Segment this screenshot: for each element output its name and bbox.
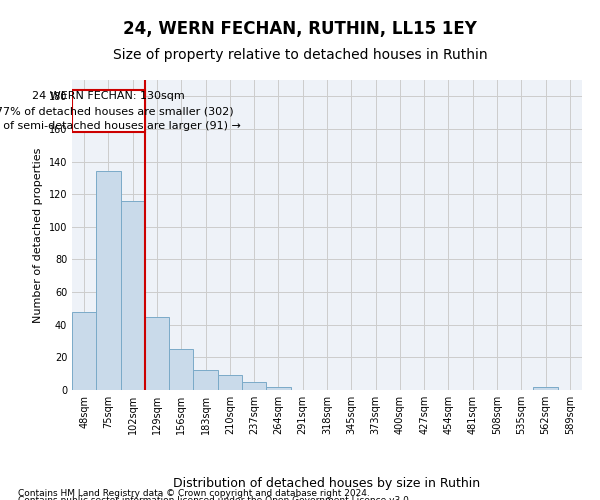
Bar	[242, 382, 266, 390]
Text: Contains HM Land Registry data © Crown copyright and database right 2024.: Contains HM Land Registry data © Crown c…	[18, 488, 370, 498]
Bar	[169, 349, 193, 390]
Bar	[72, 90, 145, 132]
Bar	[96, 172, 121, 390]
Text: 24, WERN FECHAN, RUTHIN, LL15 1EY: 24, WERN FECHAN, RUTHIN, LL15 1EY	[123, 20, 477, 38]
Text: Contains public sector information licensed under the Open Government Licence v3: Contains public sector information licen…	[18, 496, 412, 500]
Bar	[145, 316, 169, 390]
Bar	[72, 312, 96, 390]
Text: Distribution of detached houses by size in Ruthin: Distribution of detached houses by size …	[173, 477, 481, 490]
Bar	[266, 386, 290, 390]
Text: 24 WERN FECHAN: 130sqm
← 77% of detached houses are smaller (302)
23% of semi-de: 24 WERN FECHAN: 130sqm ← 77% of detached…	[0, 91, 241, 131]
Bar	[533, 386, 558, 390]
Bar	[193, 370, 218, 390]
Bar	[121, 200, 145, 390]
Bar	[218, 376, 242, 390]
Y-axis label: Number of detached properties: Number of detached properties	[33, 148, 43, 322]
Text: Size of property relative to detached houses in Ruthin: Size of property relative to detached ho…	[113, 48, 487, 62]
